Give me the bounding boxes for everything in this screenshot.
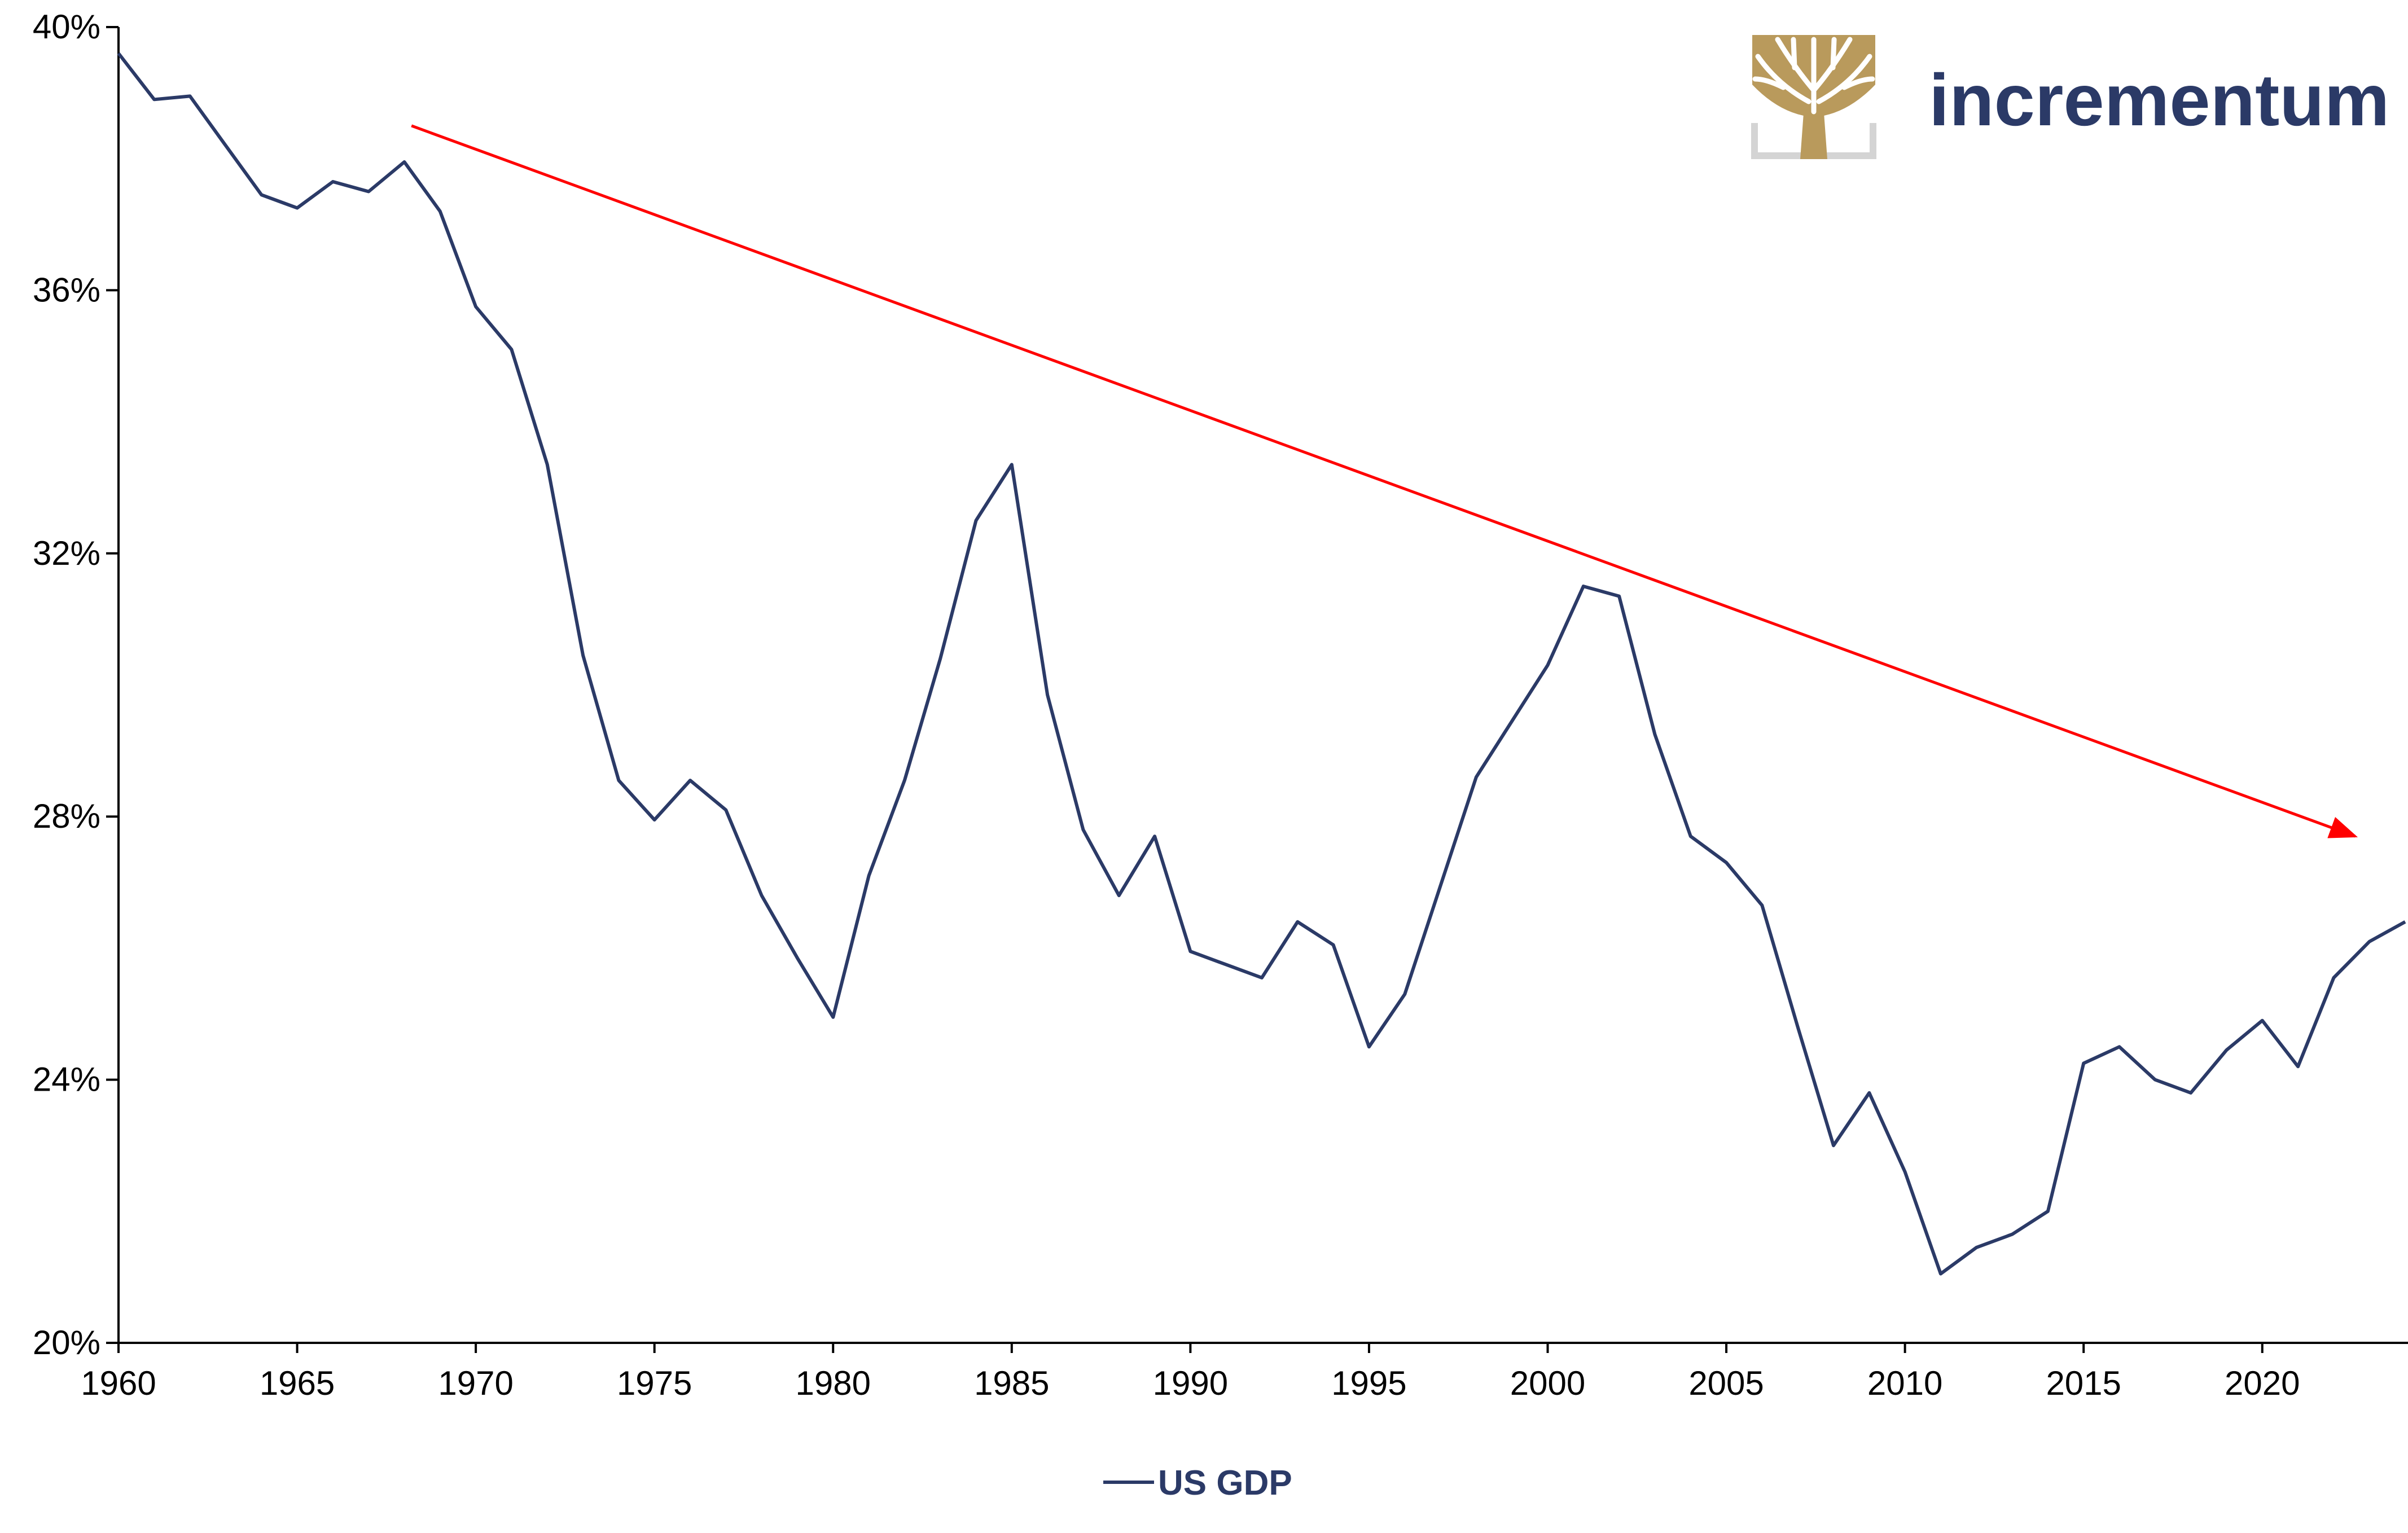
x-tick-label: 1965 — [260, 1364, 335, 1402]
incrementum-logo: incrementum — [1751, 35, 2389, 159]
x-tick-label: 1985 — [974, 1364, 1049, 1402]
trend-arrow — [411, 124, 2358, 838]
x-axis-ticks: 1960 1965 1970 1975 1980 1985 1990 1995 2000 2005… — [81, 1343, 2300, 1402]
x-tick-label: 1960 — [81, 1364, 156, 1402]
series-line-us-gdp — [117, 52, 2406, 1276]
y-tick-label: 24% — [33, 1061, 100, 1099]
x-tick-label: 2015 — [2046, 1364, 2121, 1402]
y-tick-label: 20% — [33, 1324, 100, 1361]
y-tick-label: 40% — [33, 8, 100, 46]
legend-label-us-gdp: US GDP — [1158, 1464, 1292, 1503]
x-tick-label: 1975 — [617, 1364, 692, 1402]
x-tick-label: 1980 — [796, 1364, 871, 1402]
x-tick-label: 1970 — [438, 1364, 513, 1402]
x-tick-label: 2010 — [1867, 1364, 1942, 1402]
tree-icon — [1751, 35, 1876, 159]
y-tick-label: 28% — [33, 797, 100, 835]
legend: US GDP — [1103, 1464, 1292, 1503]
x-tick-label: 1990 — [1153, 1364, 1228, 1402]
x-tick-label: 1995 — [1331, 1364, 1406, 1402]
y-tick-label: 36% — [33, 271, 100, 309]
y-tick-label: 32% — [33, 534, 100, 572]
y-axis-ticks: 20% 24% 28% 32% 36% 40% — [33, 8, 119, 1361]
brand-name: incrementum — [1929, 59, 2389, 141]
x-tick-label: 2020 — [2225, 1364, 2300, 1402]
x-tick-label: 2000 — [1510, 1364, 1585, 1402]
x-tick-label: 2005 — [1688, 1364, 1764, 1402]
